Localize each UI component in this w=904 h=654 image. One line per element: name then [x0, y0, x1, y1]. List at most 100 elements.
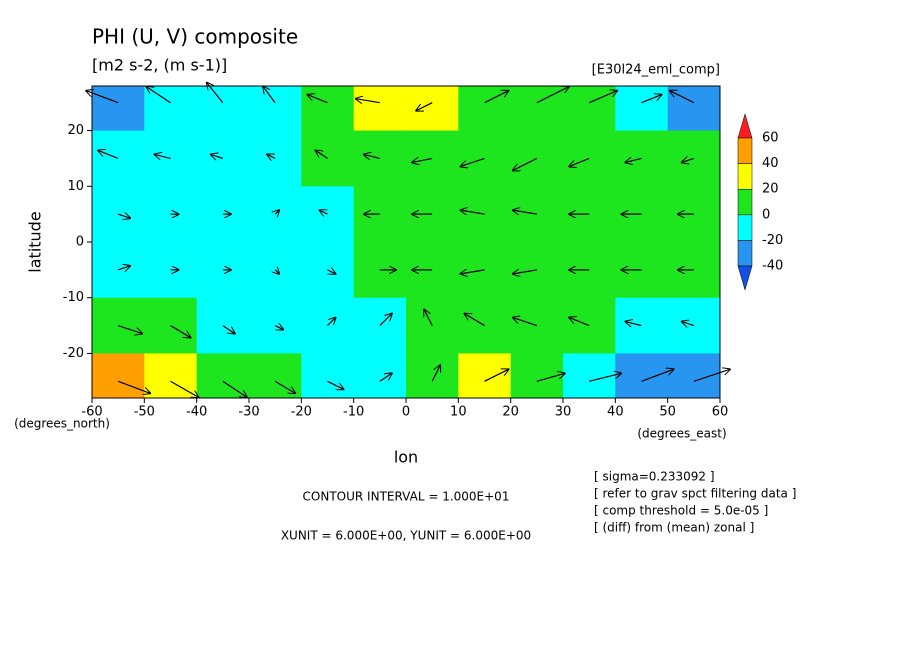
field-cell: [92, 130, 145, 187]
field-layer: [92, 86, 720, 398]
field-cell: [144, 130, 198, 187]
wind-vector: [117, 266, 130, 270]
wind-vector: [308, 95, 328, 104]
wind-vector: [274, 380, 295, 393]
field-cell: [458, 297, 512, 354]
field-cell: [301, 130, 355, 187]
colorbar-label: -20: [762, 233, 783, 248]
wind-vector: [267, 154, 276, 158]
wind-vector: [170, 325, 191, 338]
y-tick-label: -20: [63, 346, 84, 361]
x-tick-label: 10: [450, 405, 467, 420]
field-cell: [301, 353, 355, 398]
field-cell: [144, 86, 198, 132]
wind-vector: [626, 322, 642, 326]
wind-vector: [416, 102, 433, 111]
field-cell: [406, 297, 459, 354]
colorbar-top: [737, 113, 753, 139]
field-cell: [301, 186, 355, 243]
wind-vector: [693, 369, 730, 382]
field-cell: [563, 130, 616, 187]
note: [ (diff) from (mean) zonal ]: [594, 521, 754, 535]
wind-vector: [513, 210, 537, 214]
x-tick-label: -10: [343, 405, 364, 420]
x-tick-label: 0: [402, 405, 410, 420]
wind-vector: [222, 380, 247, 397]
x-tick-label: -30: [238, 405, 259, 420]
wind-vector: [222, 325, 235, 334]
field-cell: [353, 186, 407, 243]
note: [ sigma=0.233092 ]: [594, 470, 715, 484]
field-cell: [92, 86, 145, 132]
chart-subtitle: [m2 s-2, (m s-1)]: [92, 56, 227, 75]
wind-vector: [569, 318, 590, 327]
wind-vector: [98, 150, 119, 159]
wind-vector: [320, 210, 328, 214]
field-cell: [615, 353, 669, 398]
colorbar-label: 0: [762, 207, 770, 222]
wind-vector: [170, 380, 199, 397]
wind-vector: [670, 91, 695, 104]
chart-title: PHI (U, V) composite: [92, 25, 298, 49]
x-tick-label: 20: [502, 405, 519, 420]
notes: CONTOUR INTERVAL = 1.000E+01 XUNIT = 6.00…: [281, 470, 797, 543]
field-cell: [667, 86, 720, 132]
field-cell: [563, 353, 616, 398]
x-tick-label: 40: [607, 405, 624, 420]
y-tick-label: -10: [63, 290, 84, 305]
field-cell: [249, 130, 302, 187]
colorbar: -40 -20 0 20 40 60: [737, 113, 783, 291]
colorbar-box: [737, 240, 753, 267]
wind-vector: [569, 157, 590, 166]
note: [ refer to grav spct filtering data ]: [594, 487, 796, 501]
wind-vector: [484, 91, 509, 104]
wind-vector: [356, 99, 380, 103]
field-cell: [92, 353, 145, 398]
y-tick-label: 10: [67, 179, 84, 194]
x-tick-label: 60: [712, 405, 729, 420]
y-tick-label: 20: [67, 123, 84, 138]
colorbar-label: 60: [762, 131, 779, 146]
field-cell: [563, 86, 616, 132]
y-tick-label: 0: [76, 235, 84, 250]
field-cell: [667, 297, 720, 354]
colorbar-label: -40: [762, 259, 783, 274]
wind-vector: [117, 380, 150, 393]
wind-vector: [626, 158, 642, 162]
field-cell: [353, 130, 407, 187]
field-cell: [615, 297, 669, 354]
colorbar-label: 20: [762, 182, 779, 197]
wind-vector: [379, 314, 392, 326]
wind-vector: [589, 373, 621, 382]
wind-vector: [263, 87, 276, 104]
field-cell: [510, 186, 564, 243]
field-cell: [406, 130, 459, 187]
wind-vector: [117, 325, 142, 334]
colorbar-box: [737, 137, 753, 164]
note: CONTOUR INTERVAL = 1.000E+01: [303, 490, 510, 504]
field-cell: [667, 242, 720, 299]
wind-vector: [484, 369, 509, 382]
field-cell: [510, 297, 564, 354]
wind-vector: [461, 210, 485, 214]
wind-vector: [513, 157, 538, 170]
wind-vector: [316, 150, 328, 159]
colorbar-box: [737, 214, 753, 241]
wind-vector: [431, 365, 440, 382]
wind-vector: [275, 210, 279, 214]
field-cell: [667, 130, 720, 187]
field-cell: [510, 130, 564, 187]
field-cell: [196, 130, 250, 187]
wind-vector: [147, 87, 171, 104]
field-cell: [249, 86, 302, 132]
wind-vector: [641, 95, 662, 104]
field-cell: [353, 86, 407, 132]
colorbar-bottom: [737, 265, 753, 291]
x-tick-label: 30: [555, 405, 572, 420]
x-tick-label: 50: [659, 405, 676, 420]
wind-vector: [327, 318, 336, 326]
wind-vector: [641, 369, 674, 382]
wind-vector: [412, 158, 433, 162]
wind-vector: [461, 157, 485, 166]
wind-vector: [155, 154, 171, 158]
